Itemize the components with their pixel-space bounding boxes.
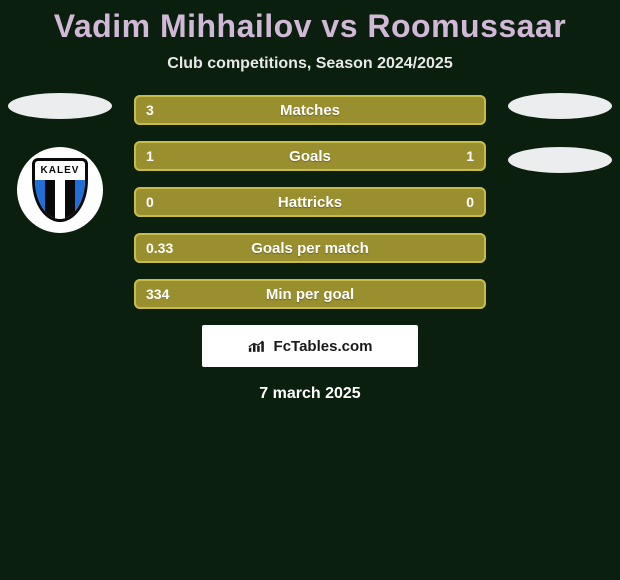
bar-chart-icon: [248, 339, 268, 353]
stat-row-hattricks: 0 Hattricks 0: [134, 187, 486, 217]
stat-label: Hattricks: [278, 194, 342, 211]
stat-label: Min per goal: [266, 286, 354, 303]
stat-value-right: 1: [466, 148, 474, 164]
stripe: [45, 180, 55, 219]
club-stripes: [32, 180, 88, 222]
player-photo-placeholder-left: [8, 93, 112, 119]
club-name-label: KALEV: [41, 165, 80, 176]
stat-label: Goals: [289, 148, 331, 165]
stat-row-goals-per-match: 0.33 Goals per match: [134, 233, 486, 263]
stat-value-left: 3: [146, 102, 154, 118]
stat-label: Matches: [280, 102, 340, 119]
stat-label: Goals per match: [251, 240, 369, 257]
club-shield-icon: KALEV: [32, 158, 88, 222]
left-player-column: KALEV: [0, 95, 120, 233]
stat-value-left: 334: [146, 286, 169, 302]
player-photo-placeholder-right-2: [508, 147, 612, 173]
stripe: [65, 180, 75, 219]
page-title: Vadim Mihhailov vs Roomussaar: [0, 8, 620, 45]
comparison-area: KALEV 3 Matches: [0, 95, 620, 309]
stat-row-min-per-goal: 334 Min per goal: [134, 279, 486, 309]
attribution-box: FcTables.com: [202, 325, 418, 367]
stat-value-left: 1: [146, 148, 154, 164]
stat-row-matches: 3 Matches: [134, 95, 486, 125]
player-photo-placeholder-right-1: [508, 93, 612, 119]
stripe: [55, 180, 65, 219]
infographic-container: Vadim Mihhailov vs Roomussaar Club compe…: [0, 0, 620, 580]
stripe: [75, 180, 85, 219]
stat-row-goals: 1 Goals 1: [134, 141, 486, 171]
stat-value-right: 0: [466, 194, 474, 210]
stat-value-left: 0.33: [146, 240, 173, 256]
stripe: [35, 180, 45, 219]
stat-rows: 3 Matches 1 Goals 1 0 Hattricks 0 0.33 G…: [134, 95, 486, 309]
page-subtitle: Club competitions, Season 2024/2025: [0, 55, 620, 73]
right-player-column: [500, 95, 620, 173]
attribution-text: FcTables.com: [274, 338, 373, 355]
stat-value-left: 0: [146, 194, 154, 210]
footer-date: 7 march 2025: [0, 385, 620, 403]
club-logo-left: KALEV: [17, 147, 103, 233]
